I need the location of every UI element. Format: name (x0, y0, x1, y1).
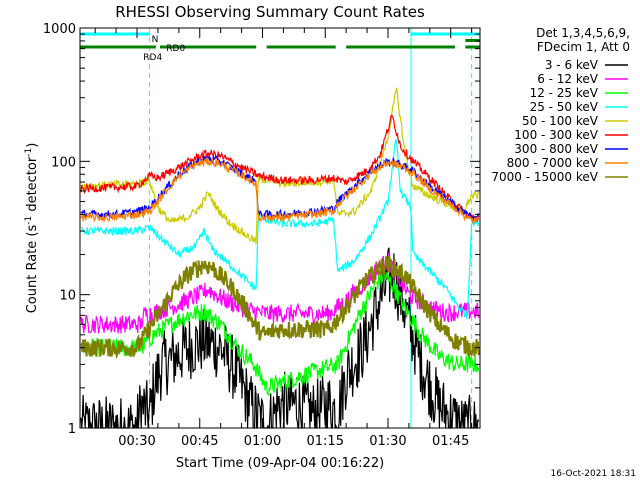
x-tick-label: 01:15 (307, 434, 344, 449)
legend-label: 3 - 6 keV (545, 58, 599, 72)
x-tick-label: 01:00 (244, 434, 281, 449)
legend-label: 100 - 300 keV (514, 128, 598, 142)
series-line (80, 270, 480, 396)
legend-header-line-1: Det 1,3,4,5,6,9, (536, 26, 630, 40)
footer-date: 16-Oct-2021 18:31 (551, 469, 636, 479)
x-tick-label: 01:30 (369, 434, 406, 449)
y-axis-label-mid: detector (25, 156, 40, 216)
legend-label: 25 - 50 keV (530, 100, 599, 114)
series-line (80, 247, 480, 430)
y-axis-label-sup1: -1 (24, 216, 34, 225)
y-axis: 1 10 100 1000 (43, 22, 480, 437)
legend-label: 7000 - 15000 keV (491, 170, 598, 184)
legend-label: 300 - 800 keV (514, 142, 598, 156)
x-tick-label: 00:30 (118, 434, 155, 449)
y-axis-label-end: ) (25, 143, 40, 148)
y-axis-label: Count Rate (s-1 detector-1) (24, 143, 40, 314)
y-tick-label: 10 (59, 289, 76, 304)
y-axis-label-sup2: -1 (24, 148, 34, 157)
legend-header-line-2: FDecim 1, Att 0 (537, 40, 630, 54)
state-annotation: N (152, 35, 159, 45)
series-line (80, 114, 480, 222)
x-tick-label: 00:45 (181, 434, 218, 449)
series-line (80, 252, 480, 334)
legend-label: 50 - 100 keV (522, 114, 599, 128)
x-tick-label: 01:45 (432, 434, 469, 449)
y-axis-label-main: Count Rate (s (25, 225, 40, 314)
legend-label: 800 - 7000 keV (507, 156, 599, 170)
y-tick-label: 1 (68, 422, 76, 437)
series-line (80, 157, 480, 224)
series-line (81, 139, 480, 320)
legend-label: 6 - 12 keV (537, 72, 599, 86)
x-axis: 00:30 00:45 01:00 01:15 01:30 01:45 (94, 28, 473, 449)
plot-area: N RD0 RD4 (80, 28, 480, 430)
legend-label: 12 - 25 keV (530, 86, 599, 100)
y-tick-label: 1000 (43, 22, 76, 37)
x-axis-label: Start Time (09-Apr-04 00:16:22) (176, 456, 384, 471)
state-annotation: RD4 (143, 53, 162, 63)
state-annotation: RD0 (166, 44, 185, 54)
plot-frame (79, 27, 481, 429)
y-tick-label: 100 (51, 155, 76, 170)
chart-title: RHESSI Observing Summary Count Rates (115, 3, 425, 21)
legend: Det 1,3,4,5,6,9, FDecim 1, Att 0 3 - 6 k… (491, 26, 630, 184)
series-line (80, 255, 480, 360)
